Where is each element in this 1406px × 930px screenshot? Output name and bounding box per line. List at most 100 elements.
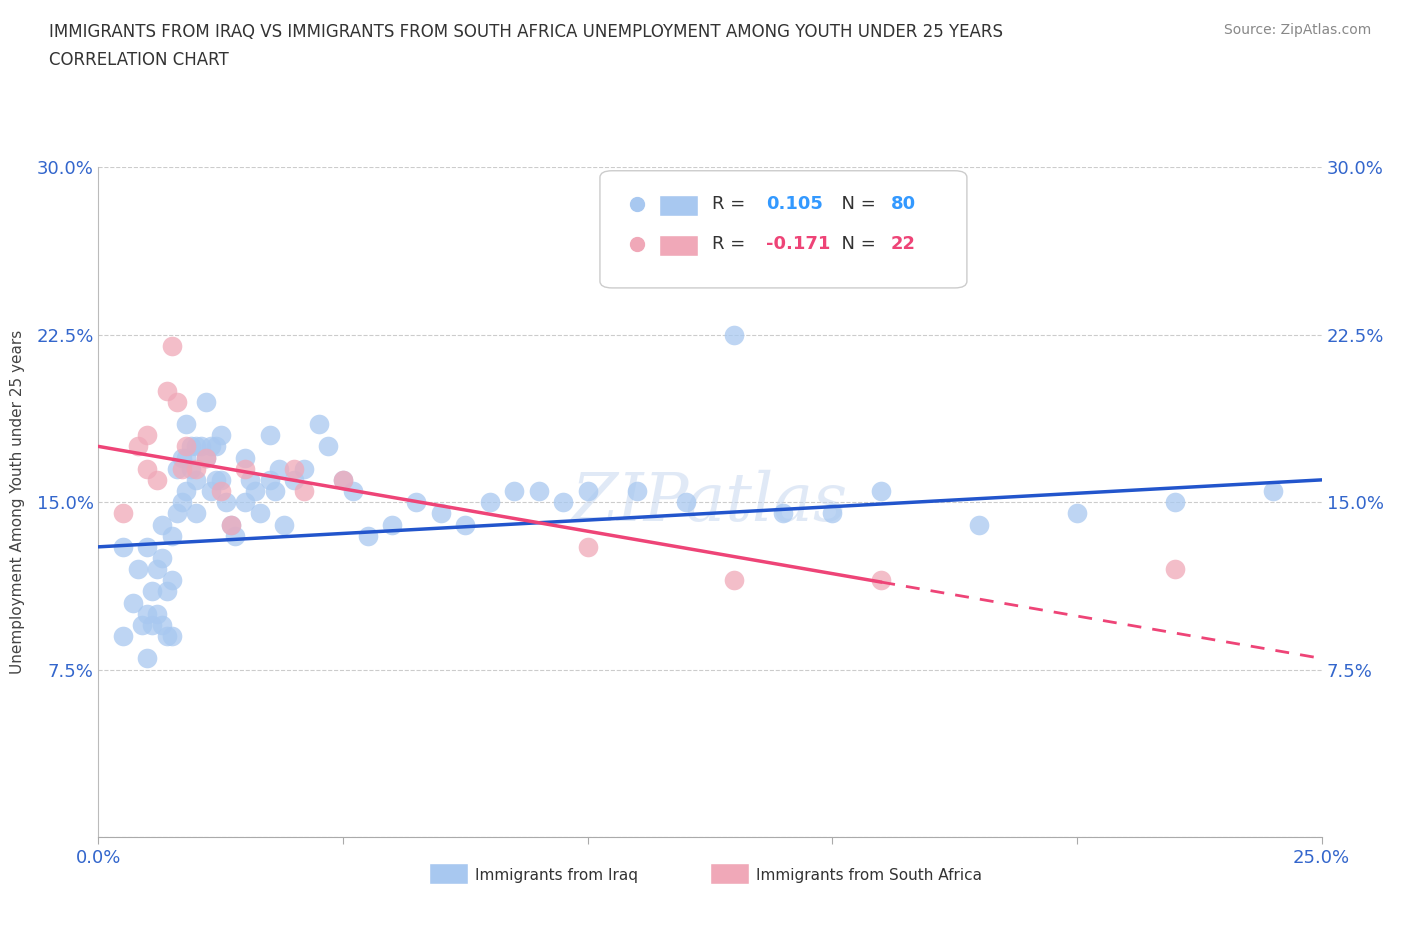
FancyBboxPatch shape: [658, 235, 697, 257]
Point: [454, 517, 477, 532]
Point: [478, 495, 501, 510]
Point: [111, 506, 134, 521]
Point: [821, 506, 844, 521]
Point: [111, 629, 134, 644]
Text: CORRELATION CHART: CORRELATION CHART: [49, 51, 229, 69]
Point: [160, 339, 183, 353]
Text: 80: 80: [891, 195, 917, 213]
Point: [308, 417, 330, 432]
Text: 0.105: 0.105: [766, 195, 823, 213]
Point: [239, 472, 262, 487]
Text: Source: ZipAtlas.com: Source: ZipAtlas.com: [1223, 23, 1371, 37]
Text: N =: N =: [830, 235, 882, 253]
Point: [121, 595, 143, 610]
Point: [723, 327, 745, 342]
Point: [342, 484, 364, 498]
Point: [136, 428, 159, 443]
Point: [111, 539, 134, 554]
Point: [176, 450, 198, 465]
Point: [249, 506, 271, 521]
Text: N =: N =: [830, 195, 882, 213]
Text: 22: 22: [891, 235, 917, 253]
Point: [180, 439, 202, 454]
Point: [186, 439, 208, 454]
Point: [176, 417, 198, 432]
Point: [219, 517, 242, 532]
Point: [180, 461, 202, 476]
Y-axis label: Unemployment Among Youth under 25 years: Unemployment Among Youth under 25 years: [10, 330, 25, 674]
Point: [723, 573, 745, 588]
Point: [553, 495, 575, 510]
Point: [503, 484, 526, 498]
Point: [136, 539, 159, 554]
Point: [146, 606, 169, 621]
Point: [150, 517, 173, 532]
Point: [170, 450, 193, 465]
Point: [150, 551, 173, 565]
Point: [870, 573, 893, 588]
Point: [176, 484, 198, 498]
Point: [1164, 495, 1187, 510]
Point: [1066, 506, 1088, 521]
Point: [259, 472, 281, 487]
Point: [430, 506, 453, 521]
Point: [263, 484, 285, 498]
Point: [209, 428, 232, 443]
Text: -0.171: -0.171: [766, 235, 831, 253]
Point: [195, 450, 218, 465]
Point: [205, 472, 228, 487]
Point: [283, 461, 305, 476]
Text: R =: R =: [713, 235, 751, 253]
Point: [233, 461, 256, 476]
Point: [259, 428, 281, 443]
Point: [273, 517, 295, 532]
Point: [176, 439, 198, 454]
Point: [332, 472, 354, 487]
Point: [209, 472, 232, 487]
Point: [219, 517, 242, 532]
Point: [292, 484, 315, 498]
Point: [156, 584, 179, 599]
Point: [269, 461, 291, 476]
Text: IMMIGRANTS FROM IRAQ VS IMMIGRANTS FROM SOUTH AFRICA UNEMPLOYMENT AMONG YOUTH UN: IMMIGRANTS FROM IRAQ VS IMMIGRANTS FROM …: [49, 23, 1004, 41]
Point: [356, 528, 378, 543]
Point: [156, 629, 179, 644]
Point: [141, 584, 163, 599]
Point: [186, 472, 208, 487]
Point: [156, 383, 179, 398]
Point: [150, 618, 173, 632]
Point: [166, 461, 188, 476]
Point: [127, 562, 149, 577]
Point: [381, 517, 404, 532]
Text: Immigrants from Iraq: Immigrants from Iraq: [475, 868, 638, 883]
Point: [332, 472, 354, 487]
Point: [233, 450, 256, 465]
Point: [200, 439, 222, 454]
Point: [170, 461, 193, 476]
FancyBboxPatch shape: [658, 195, 697, 217]
Point: [205, 439, 228, 454]
Point: [160, 528, 183, 543]
Point: [186, 461, 208, 476]
Point: [170, 495, 193, 510]
Point: [292, 461, 315, 476]
Point: [772, 506, 794, 521]
Point: [870, 484, 893, 498]
Point: [195, 394, 218, 409]
Point: [190, 439, 212, 454]
Point: [160, 573, 183, 588]
Point: [160, 629, 183, 644]
Point: [283, 472, 305, 487]
Point: [146, 562, 169, 577]
Point: [136, 651, 159, 666]
Point: [576, 484, 599, 498]
Point: [146, 472, 169, 487]
Point: [195, 450, 218, 465]
Point: [243, 484, 266, 498]
Point: [675, 495, 697, 510]
Text: R =: R =: [713, 195, 751, 213]
Point: [141, 618, 163, 632]
Point: [136, 606, 159, 621]
Point: [200, 484, 222, 498]
Point: [224, 528, 246, 543]
